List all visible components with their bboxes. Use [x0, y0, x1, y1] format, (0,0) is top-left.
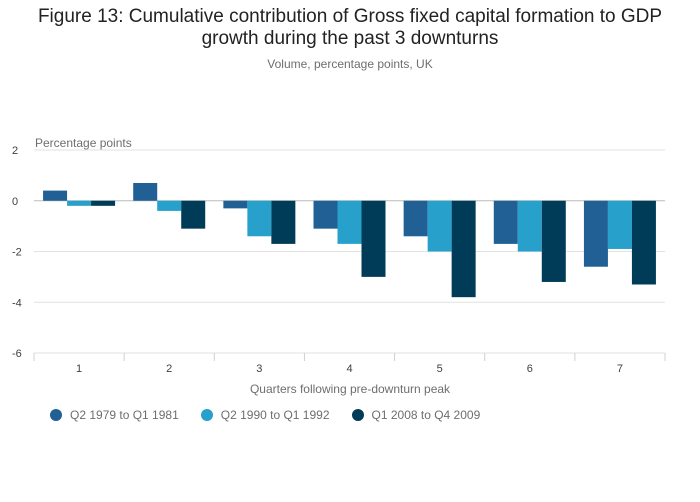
x-tick-label: 7 [617, 363, 623, 375]
y-tick-label: -6 [12, 348, 22, 360]
legend-label: Q1 2008 to Q4 2009 [371, 408, 481, 422]
legend-swatch [200, 409, 213, 421]
bar [157, 200, 182, 211]
legend-label: Q2 1979 to Q1 1981 [70, 408, 179, 422]
y-tick-label: 2 [12, 145, 18, 157]
bar [427, 200, 452, 252]
chart-title-line-2: growth during the past 3 downturns [201, 28, 499, 49]
bar [181, 200, 206, 229]
y-tick-label: -2 [12, 247, 22, 259]
y-tick-label: 0 [12, 196, 18, 208]
bar [541, 200, 566, 282]
chart-subtitle: Volume, percentage points, UK [267, 57, 433, 71]
x-tick-label: 5 [437, 363, 443, 375]
bar [493, 200, 518, 244]
legend-swatch [351, 409, 364, 421]
y-axis-label: Percentage points [35, 136, 132, 150]
bar [361, 200, 386, 277]
x-tick-label: 6 [527, 363, 533, 375]
legend-swatch [50, 409, 62, 421]
x-tick-label: 3 [256, 363, 262, 375]
bar [67, 200, 92, 206]
bar [133, 182, 158, 201]
bar [631, 200, 656, 285]
bar [43, 190, 68, 201]
legend-item: Q1 2008 to Q4 2009 [351, 408, 481, 422]
legend-item: Q2 1979 to Q1 1981 [50, 408, 179, 422]
bar [223, 200, 248, 209]
bar [337, 200, 362, 244]
y-tick-label: -4 [12, 297, 22, 309]
bar [403, 200, 428, 237]
chart-title: Figure 13: Cumulative contribution of Gr… [0, 6, 700, 50]
bar [451, 200, 476, 298]
legend-label: Q2 1990 to Q1 1992 [220, 408, 330, 422]
chart-title-line-1: Figure 13: Cumulative contribution of Gr… [37, 6, 663, 27]
bar [247, 200, 272, 237]
x-tick-label: 4 [346, 363, 352, 375]
legend-item: Q2 1990 to Q1 1992 [200, 408, 330, 422]
x-tick-label: 1 [76, 363, 82, 375]
chart-legend: Q2 1979 to Q1 1981 Q2 1990 to Q1 1992 Q1 2… [50, 408, 480, 422]
bar-chart: Percentage points 2 0 -2 -4 -6 1 2 3 4 5 6 7 Quarters… [12, 136, 666, 396]
bar [583, 200, 608, 267]
x-tick-label: 2 [166, 363, 172, 375]
bar [271, 200, 296, 244]
bar [607, 200, 632, 249]
bar [313, 200, 338, 229]
bar [91, 200, 116, 206]
x-axis-label: Quarters following pre-downturn peak [250, 382, 451, 396]
bar [517, 200, 542, 252]
